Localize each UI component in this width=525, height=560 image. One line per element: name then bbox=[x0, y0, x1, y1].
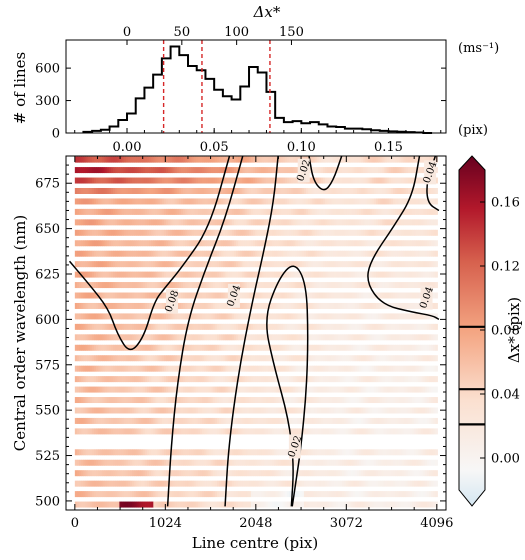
hist-y-label: # of lines bbox=[11, 52, 29, 125]
hist-y-tick-label: 600 bbox=[35, 62, 60, 77]
heatmap-cell bbox=[435, 407, 438, 413]
hist-x-tick-label: 0.05 bbox=[200, 140, 229, 155]
top-axis-label: Δx* bbox=[253, 3, 281, 21]
heatmap-cell bbox=[435, 376, 438, 382]
hist-layer: 0.00 0.05 0.10 0.15 0 300 600 0 50 100 150 bbox=[35, 25, 446, 155]
heatmap-cells bbox=[66, 156, 446, 510]
hist-x-tick-label: 0.15 bbox=[374, 140, 403, 155]
bottom-axis-unit: (pix) bbox=[458, 123, 488, 138]
top-x-tick-label: 50 bbox=[174, 25, 191, 40]
hist-y-tick-label: 0 bbox=[52, 127, 60, 142]
heatmap-cell bbox=[435, 355, 438, 361]
heatmap-cell bbox=[435, 334, 438, 340]
top-x-tick-label: 150 bbox=[279, 25, 304, 40]
hist-x-tick-label: 0.10 bbox=[287, 140, 316, 155]
heatmap-cell bbox=[435, 219, 438, 225]
top-x-tick-label: 100 bbox=[224, 25, 249, 40]
heatmap-cell bbox=[435, 251, 438, 257]
histogram-panel: Δx* (ms⁻¹) (pix) # of lines 0.00 0.05 0.10… bbox=[11, 3, 499, 155]
hist-y-tick-label: 300 bbox=[35, 94, 60, 109]
heatmap-cell bbox=[435, 481, 438, 487]
heatmap-cell bbox=[435, 449, 438, 455]
heatmap-cell bbox=[435, 397, 438, 403]
heatmap-cell bbox=[435, 418, 438, 424]
heatmap-cell bbox=[435, 366, 438, 372]
heatmap-cell bbox=[435, 345, 438, 351]
heatmap-cell bbox=[435, 324, 438, 330]
top-x-tick-label: 0 bbox=[123, 25, 131, 40]
top-axis-unit: (ms⁻¹) bbox=[458, 41, 499, 56]
heatmap-cell bbox=[435, 491, 438, 497]
heatmap-cell bbox=[435, 460, 438, 466]
heatmap-cell bbox=[435, 230, 438, 236]
heatmap-cell bbox=[435, 387, 438, 393]
heatmap-cell bbox=[435, 261, 438, 267]
heatmap-cell bbox=[435, 272, 438, 278]
heatmap-cell bbox=[435, 303, 438, 309]
heatmap-cell bbox=[435, 470, 438, 476]
heatmap-cell bbox=[435, 293, 438, 299]
hist-x-tick-label: 0.00 bbox=[113, 140, 142, 155]
heatmap-cell bbox=[435, 240, 438, 246]
histogram-step-line bbox=[83, 46, 432, 133]
heatmap-cell bbox=[435, 428, 438, 434]
heatmap-cell bbox=[435, 282, 438, 288]
